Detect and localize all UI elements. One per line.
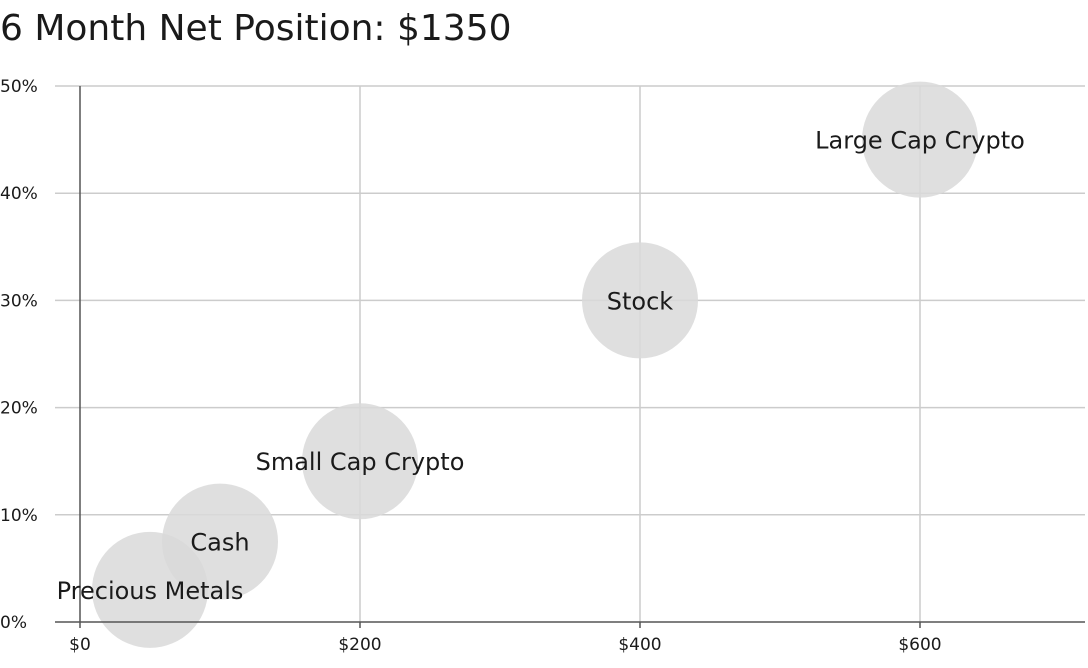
x-tick-label: $200 [338, 635, 381, 655]
y-tick-label: 40% [0, 184, 38, 204]
bubble-layer [92, 81, 978, 648]
bubble [302, 403, 418, 520]
y-tick-label: 20% [0, 399, 38, 419]
y-tick-label: 50% [0, 77, 38, 97]
x-tick-label: $0 [69, 635, 91, 655]
bubble [162, 483, 278, 600]
bubble-label: Cash [190, 529, 249, 557]
bubble-label: Stock [607, 287, 674, 315]
y-tick-label: 30% [0, 291, 38, 311]
axis-layer [55, 86, 1085, 628]
bubble [862, 81, 978, 198]
bubble-label: Precious Metals [57, 577, 244, 605]
label-layer: 0% 10% 20% 30% 40% 50% $0 $200 $400 $600 Precious … [0, 77, 1025, 655]
bubble [582, 242, 698, 359]
chart-title: 6 Month Net Position: $1350 [0, 8, 512, 49]
y-tick-label: 0% [0, 613, 27, 633]
bubble-label: Small Cap Crypto [256, 448, 465, 476]
bubble-label: Large Cap Crypto [815, 127, 1025, 155]
x-tick-label: $600 [898, 635, 941, 655]
x-tick-label: $400 [618, 635, 661, 655]
y-tick-label: 10% [0, 506, 38, 526]
